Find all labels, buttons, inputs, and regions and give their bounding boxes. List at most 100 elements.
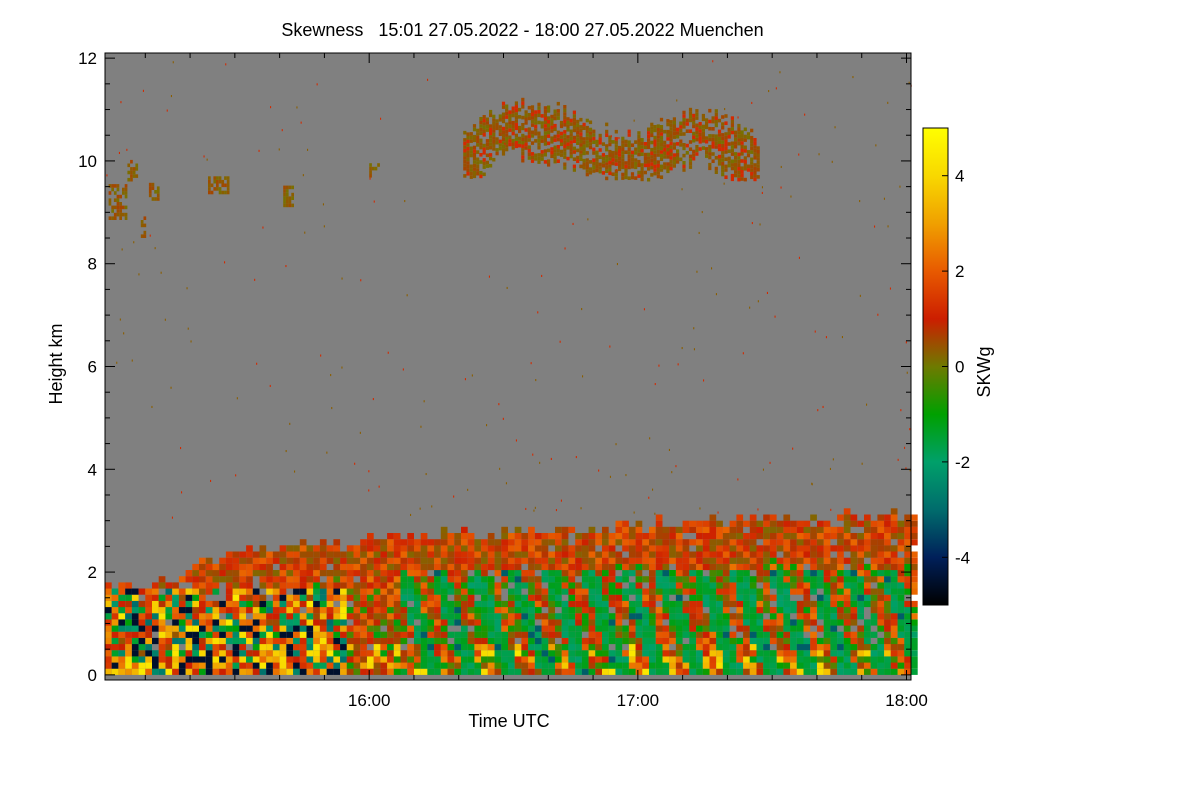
heatmap-cell bbox=[675, 662, 683, 669]
heatmap-cell bbox=[904, 668, 911, 675]
heatmap-cell bbox=[790, 668, 797, 675]
heatmap-cell bbox=[602, 533, 609, 540]
heatmap-cell bbox=[482, 172, 486, 177]
heatmap-cell bbox=[884, 526, 891, 533]
heatmap-cell bbox=[232, 613, 240, 620]
heatmap-cell bbox=[595, 625, 602, 632]
heatmap-cell bbox=[588, 127, 593, 132]
heatmap-cell bbox=[461, 650, 468, 657]
heatmap-cell bbox=[663, 140, 667, 145]
heatmap-cell bbox=[205, 662, 213, 669]
heatmap-cells bbox=[105, 60, 918, 675]
heatmap-cell bbox=[897, 637, 905, 645]
heatmap-cell bbox=[649, 533, 656, 540]
heatmap-cell bbox=[288, 185, 292, 190]
heatmap-cell bbox=[740, 134, 744, 138]
heatmap-cell bbox=[225, 551, 233, 558]
heatmap-cell bbox=[588, 170, 593, 175]
heatmap-cell bbox=[649, 551, 656, 558]
heatmap-cell bbox=[548, 662, 555, 669]
heatmap-cell bbox=[133, 241, 135, 244]
heatmap-cell bbox=[662, 588, 670, 595]
heatmap-cell bbox=[830, 650, 838, 657]
heatmap-cell bbox=[407, 662, 414, 669]
heatmap-cell bbox=[158, 582, 166, 589]
heatmap-cell bbox=[666, 165, 670, 170]
heatmap-cell bbox=[634, 158, 638, 162]
heatmap-cell bbox=[125, 631, 132, 638]
heatmap-cell bbox=[696, 631, 703, 638]
heatmap-cell bbox=[505, 147, 509, 152]
heatmap-cell bbox=[541, 274, 543, 277]
heatmap-cell bbox=[232, 631, 240, 638]
heatmap-cell bbox=[259, 563, 267, 571]
heatmap-cell bbox=[663, 129, 667, 134]
heatmap-cell bbox=[561, 526, 569, 533]
heatmap-cell bbox=[615, 582, 623, 589]
heatmap-cell bbox=[857, 613, 864, 620]
heatmap-cell bbox=[158, 637, 166, 645]
heatmap-cell bbox=[672, 124, 676, 129]
heatmap-cell bbox=[698, 136, 702, 140]
heatmap-cell bbox=[790, 631, 797, 638]
heatmap-cell bbox=[653, 146, 657, 151]
heatmap-cell bbox=[369, 166, 372, 171]
heatmap-cell bbox=[608, 650, 616, 657]
heatmap-cell bbox=[482, 165, 486, 169]
heatmap-cell bbox=[722, 594, 730, 601]
heatmap-cell bbox=[380, 551, 388, 558]
heatmap-cell bbox=[360, 613, 367, 620]
heatmap-cell bbox=[622, 594, 629, 601]
heatmap-cell bbox=[561, 662, 569, 669]
heatmap-cell bbox=[756, 668, 764, 675]
heatmap-cell bbox=[469, 139, 473, 143]
heatmap-cell bbox=[225, 668, 233, 675]
heatmap-cell bbox=[717, 129, 722, 134]
heatmap-cell bbox=[823, 625, 831, 632]
heatmap-cell bbox=[511, 120, 515, 125]
heatmap-cell bbox=[870, 600, 878, 608]
heatmap-cell bbox=[675, 582, 683, 589]
heatmap-cell bbox=[286, 644, 294, 651]
heatmap-cell bbox=[266, 607, 273, 614]
heatmap-cell bbox=[721, 147, 725, 152]
heatmap-cell bbox=[823, 637, 831, 645]
heatmap-cell bbox=[635, 594, 643, 601]
heatmap-cell bbox=[830, 563, 838, 571]
heatmap-cell bbox=[566, 117, 570, 121]
heatmap-cell bbox=[823, 619, 831, 626]
heatmap-cell bbox=[823, 662, 831, 669]
heatmap-cell bbox=[145, 644, 152, 651]
heatmap-cell bbox=[487, 668, 495, 675]
heatmap-cell bbox=[534, 113, 538, 118]
heatmap-cell bbox=[514, 108, 518, 113]
heatmap-cell bbox=[714, 112, 718, 117]
heatmap-cell bbox=[561, 637, 569, 645]
heatmap-cell bbox=[864, 582, 871, 589]
heatmap-cell bbox=[239, 619, 246, 626]
heatmap-cell bbox=[340, 551, 347, 558]
heatmap-cell bbox=[469, 175, 473, 179]
heatmap-cell bbox=[387, 588, 394, 595]
heatmap-cell bbox=[561, 619, 569, 626]
heatmap-cell bbox=[698, 132, 702, 137]
heatmap-cell bbox=[367, 613, 374, 620]
heatmap-cell bbox=[527, 127, 531, 131]
heatmap-cell bbox=[581, 576, 589, 583]
heatmap-cell bbox=[736, 539, 744, 546]
heatmap-cell bbox=[481, 619, 488, 626]
heatmap-cell bbox=[212, 619, 220, 626]
heatmap-cell bbox=[618, 149, 622, 154]
heatmap-cell bbox=[289, 422, 291, 425]
heatmap-cell bbox=[367, 607, 374, 614]
heatmap-cell bbox=[614, 173, 618, 177]
heatmap-cell bbox=[326, 644, 334, 651]
heatmap-cell bbox=[890, 650, 898, 657]
heatmap-cell bbox=[662, 539, 670, 546]
heatmap-cell bbox=[380, 563, 388, 571]
heatmap-cell bbox=[682, 164, 686, 169]
heatmap-cell bbox=[870, 619, 878, 626]
heatmap-cell bbox=[722, 551, 730, 558]
heatmap-cell bbox=[476, 171, 480, 176]
heatmap-cell bbox=[461, 644, 468, 651]
